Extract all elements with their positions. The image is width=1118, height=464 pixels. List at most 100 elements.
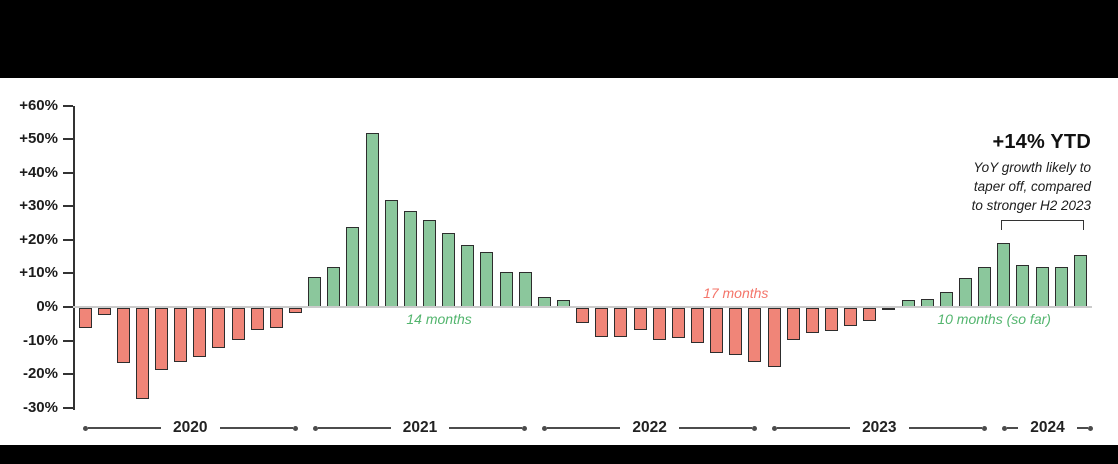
bar-2020-m2 <box>97 308 111 315</box>
top-black-band <box>0 0 1118 78</box>
chart-area: +60% +50% +40% +30% +20% +10% 0% -10% -20% -30% 1… <box>0 78 1118 445</box>
bar-2020-m4 <box>135 308 149 399</box>
bar-2024-m3 <box>1035 266 1049 307</box>
bar-2024-m4 <box>1054 266 1068 307</box>
ytd-note: YoY growth likely to taper off, compared t… <box>871 158 1091 215</box>
bar-2022-m6 <box>633 308 647 330</box>
bar-2024-m2 <box>1016 265 1030 307</box>
year-label: 2024 <box>1030 419 1065 436</box>
bar-2020-m11 <box>269 308 283 329</box>
zero-baseline <box>73 305 1093 309</box>
year-label: 2022 <box>632 419 667 436</box>
year-label: 2021 <box>402 419 438 436</box>
bar-2020-m3 <box>116 308 130 364</box>
y-axis-line <box>73 105 75 410</box>
bar-2023-m11 <box>958 278 972 307</box>
bar-2020-m1 <box>78 308 92 329</box>
y-tick <box>63 272 73 275</box>
y-tick-label: -10% <box>22 331 58 349</box>
bar-2023-m3 <box>805 308 819 334</box>
bar-2021-m9 <box>461 244 475 307</box>
bar-2020-m10 <box>250 308 264 330</box>
year-segment-2024: 2024 <box>1001 419 1094 436</box>
ytd-annotation: +14% YTD YoY growth likely to taper off, … <box>871 131 1091 215</box>
year-segment-line <box>908 427 982 429</box>
bar-2021-m2 <box>327 266 341 307</box>
bar-2020-m12 <box>289 308 303 314</box>
bar-2021-m7 <box>423 219 437 307</box>
ytd-bracket <box>1000 220 1085 230</box>
year-segment-2020: 2020 <box>83 420 298 436</box>
bar-2021-m11 <box>499 271 513 307</box>
bar-2023-m12 <box>978 266 992 307</box>
y-tick-label: +40% <box>19 163 58 181</box>
bar-2023-m10 <box>939 291 953 307</box>
bar-2020-m7 <box>193 308 207 357</box>
y-tick-label: +20% <box>19 230 58 248</box>
bar-2021-m6 <box>403 211 417 307</box>
streak-label: 17 months <box>703 285 769 301</box>
bar-2023-m2 <box>786 308 800 340</box>
bar-2022-m9 <box>690 308 704 344</box>
bar-2024-m1 <box>997 243 1011 307</box>
year-segment-dot <box>542 425 548 431</box>
y-tick <box>63 306 73 308</box>
bar-2022-m7 <box>652 308 666 340</box>
year-segment-dot <box>751 425 757 431</box>
ytd-note-line: to stronger H2 2023 <box>971 198 1091 213</box>
year-segment-dot <box>981 425 987 431</box>
year-label: 2020 <box>173 419 208 436</box>
y-tick <box>63 171 73 174</box>
bar-2023-m7 <box>882 308 896 310</box>
y-tick <box>63 339 73 342</box>
y-tick-label: -20% <box>22 365 58 383</box>
bar-2020-m6 <box>174 308 188 362</box>
bar-2021-m5 <box>384 199 398 307</box>
y-tick <box>63 373 73 376</box>
year-segment-line <box>317 427 391 429</box>
ytd-note-line: taper off, compared <box>973 179 1091 194</box>
year-segment-dot <box>292 425 298 431</box>
y-tick <box>63 205 73 208</box>
streak-label: 14 months <box>406 311 472 327</box>
year-segment-2023: 2023 <box>772 420 987 436</box>
bar-2023-m5 <box>844 308 858 327</box>
year-segment-line <box>88 427 162 429</box>
ytd-note-line: YoY growth likely to <box>973 160 1091 175</box>
y-tick-label: 0% <box>36 298 58 315</box>
bar-2023-m4 <box>824 308 838 332</box>
bar-2021-m1 <box>308 276 322 307</box>
bar-2022-m12 <box>748 308 762 362</box>
year-segment-dot <box>1088 425 1094 431</box>
bar-2021-m4 <box>365 132 379 307</box>
y-tick-label: +50% <box>19 130 58 148</box>
bar-2021-m12 <box>518 271 532 307</box>
y-tick <box>63 238 73 241</box>
bar-2022-m8 <box>671 308 685 339</box>
y-tick-label: -30% <box>22 398 58 416</box>
bar-2020-m5 <box>155 308 169 371</box>
bar-2022-m5 <box>614 308 628 337</box>
year-segment-dot <box>312 425 318 431</box>
year-segment-dot <box>83 425 88 431</box>
bar-2021-m8 <box>442 233 456 307</box>
y-tick <box>63 406 73 409</box>
y-tick <box>63 104 73 107</box>
bar-2023-m6 <box>863 308 877 322</box>
ytd-headline: +14% YTD <box>992 131 1091 153</box>
year-segment-dot <box>1001 425 1007 431</box>
year-segment-dot <box>772 425 778 431</box>
bar-2023-m1 <box>767 308 781 367</box>
y-tick-label: +10% <box>19 264 58 282</box>
bar-2022-m11 <box>729 308 743 355</box>
year-segment-line <box>777 427 851 429</box>
bar-2020-m8 <box>212 308 226 349</box>
year-segment-line <box>678 427 752 429</box>
year-segment-line <box>1006 427 1019 429</box>
year-segment-line <box>547 427 621 429</box>
year-label: 2023 <box>862 419 897 436</box>
year-segment-2021: 2021 <box>312 419 528 436</box>
y-tick <box>63 138 73 141</box>
bar-2022-m4 <box>595 308 609 337</box>
